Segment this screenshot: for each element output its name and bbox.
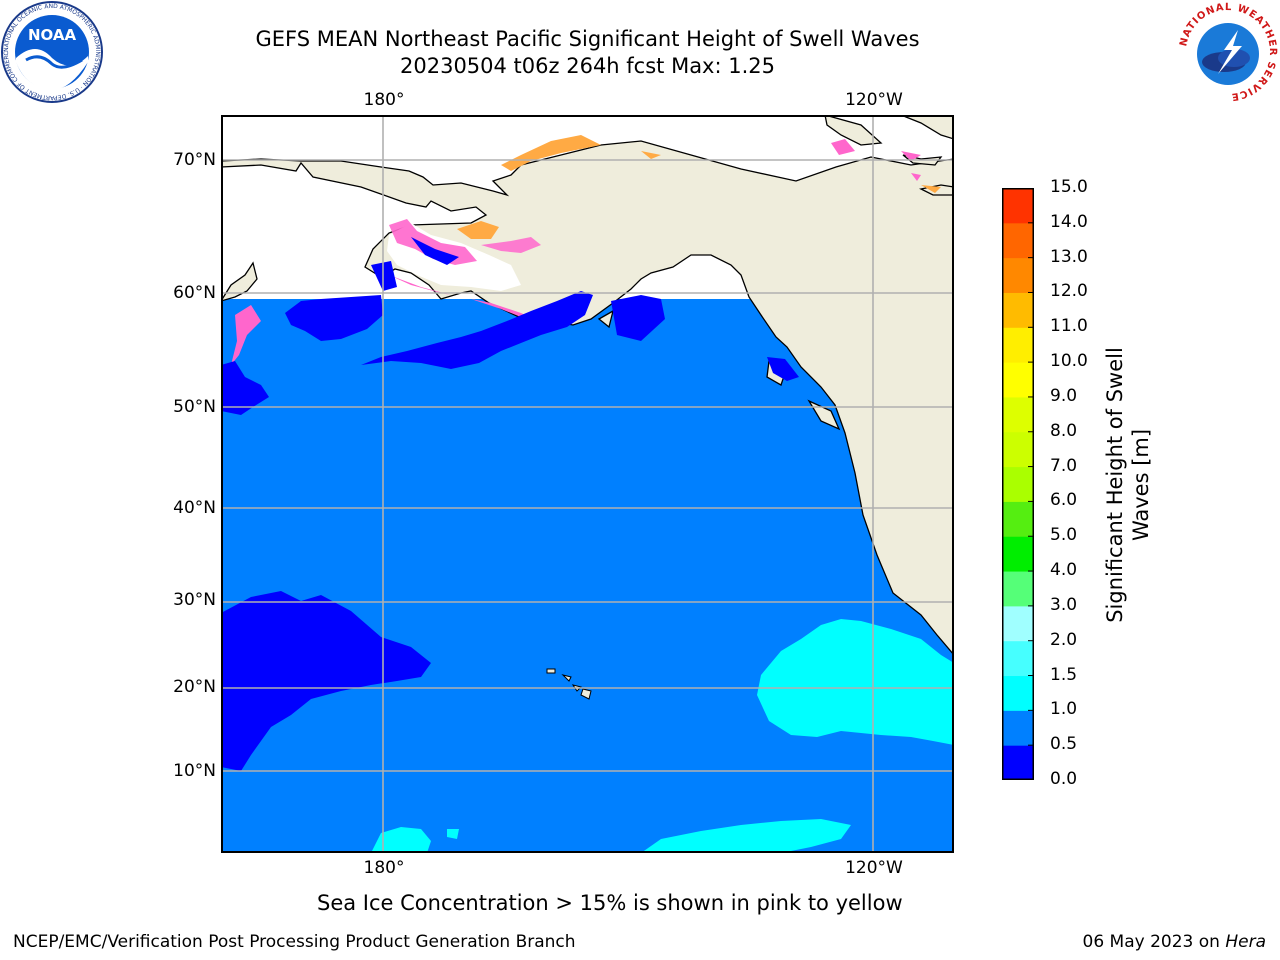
colorbar-tick-label: 5.0 — [1050, 525, 1078, 546]
lat-label-10n: 10°N — [173, 761, 216, 781]
lat-label-50n: 50°N — [173, 397, 216, 417]
colorbar-title-line2: Waves [m] — [1129, 428, 1153, 542]
noaa-logo: NATIONAL OCEANIC AND ATMOSPHERIC ADMINIS… — [0, 0, 103, 103]
colorbar-bin — [1002, 571, 1034, 607]
colorbar-tick-label: 15.0 — [1050, 177, 1088, 197]
colorbar-tick-label: 0.5 — [1050, 734, 1078, 755]
low-swell-areas — [221, 261, 799, 771]
sea-ice — [231, 135, 941, 365]
lon-label-top-180: 180° — [363, 90, 405, 110]
lat-label-70n: 70°N — [173, 150, 216, 170]
high-swell-areas — [371, 619, 954, 853]
colorbar-bin — [1002, 745, 1034, 780]
footer-date: 06 May 2023 on Hera — [1083, 932, 1267, 952]
lat-label-40n: 40°N — [173, 498, 216, 518]
swell-height-map — [221, 115, 954, 853]
colorbar-tick-label: 2.0 — [1050, 629, 1078, 650]
colorbar-bin — [1002, 640, 1034, 677]
sea-ice-note: Sea Ice Concentration > 15% is shown in … — [317, 891, 903, 915]
colorbar-tick-label: 9.0 — [1050, 385, 1078, 406]
colorbar-tick-label: 13.0 — [1050, 246, 1088, 267]
colorbar-bin — [1002, 362, 1034, 398]
colorbar-bin — [1002, 257, 1034, 293]
colorbar-bin — [1002, 536, 1034, 572]
noaa-logo-text: NOAA — [28, 26, 77, 44]
colorbar-bin — [1002, 466, 1034, 502]
colorbar-frame — [1002, 188, 1034, 780]
lat-label-20n: 20°N — [173, 677, 216, 697]
colorbar-bin — [1002, 710, 1034, 746]
colorbar-tick-label: 1.0 — [1050, 699, 1078, 720]
lon-label-bottom-120w: 120°W — [845, 858, 903, 878]
colorbar-bin — [1002, 605, 1034, 642]
colorbar-tick-label: 0.0 — [1050, 769, 1078, 789]
colorbar-bin — [1002, 292, 1034, 328]
colorbar-tick-label: 4.0 — [1050, 560, 1078, 581]
nws-logo: NATIONAL WEATHER SERVICE — [1178, 2, 1278, 102]
colorbar-bin — [1002, 188, 1034, 224]
colorbar-bin — [1002, 675, 1034, 711]
graticule — [221, 115, 954, 853]
colorbar-tick-label: 12.0 — [1050, 281, 1088, 302]
footer-date-text: 06 May 2023 on — [1082, 932, 1226, 952]
lat-label-60n: 60°N — [173, 283, 216, 303]
footer-host: Hera — [1225, 932, 1266, 952]
colorbar-title-line1: Significant Height of Swell — [1103, 347, 1127, 623]
colorbar-bin — [1002, 501, 1034, 537]
colorbar-bin — [1002, 222, 1034, 259]
map-title: GEFS MEAN Northeast Pacific Significant … — [255, 27, 920, 51]
colorbar-tick-label: 6.0 — [1050, 490, 1078, 511]
lat-label-30n: 30°N — [173, 590, 216, 610]
colorbar-bin — [1002, 431, 1034, 468]
colorbar-tick-label: 14.0 — [1050, 211, 1088, 232]
colorbar — [1002, 188, 1034, 780]
colorbar-tick-label: 1.5 — [1050, 664, 1078, 685]
colorbar-bin — [1002, 327, 1034, 363]
colorbar-tick-label: 8.0 — [1050, 420, 1078, 441]
map-frame — [221, 115, 954, 853]
colorbar-tick-label: 7.0 — [1050, 455, 1078, 476]
footer-producer: NCEP/EMC/Verification Post Processing Pr… — [13, 932, 576, 952]
colorbar-bin — [1002, 396, 1034, 433]
map-subtitle: 20230504 t06z 264h fcst Max: 1.25 — [400, 54, 775, 78]
colorbar-tick-label: 10.0 — [1050, 351, 1088, 372]
colorbar-tick-label: 3.0 — [1050, 594, 1078, 615]
lon-label-bottom-180: 180° — [363, 858, 405, 878]
lon-label-top-120w: 120°W — [845, 90, 903, 110]
colorbar-tick-label: 11.0 — [1050, 316, 1088, 337]
